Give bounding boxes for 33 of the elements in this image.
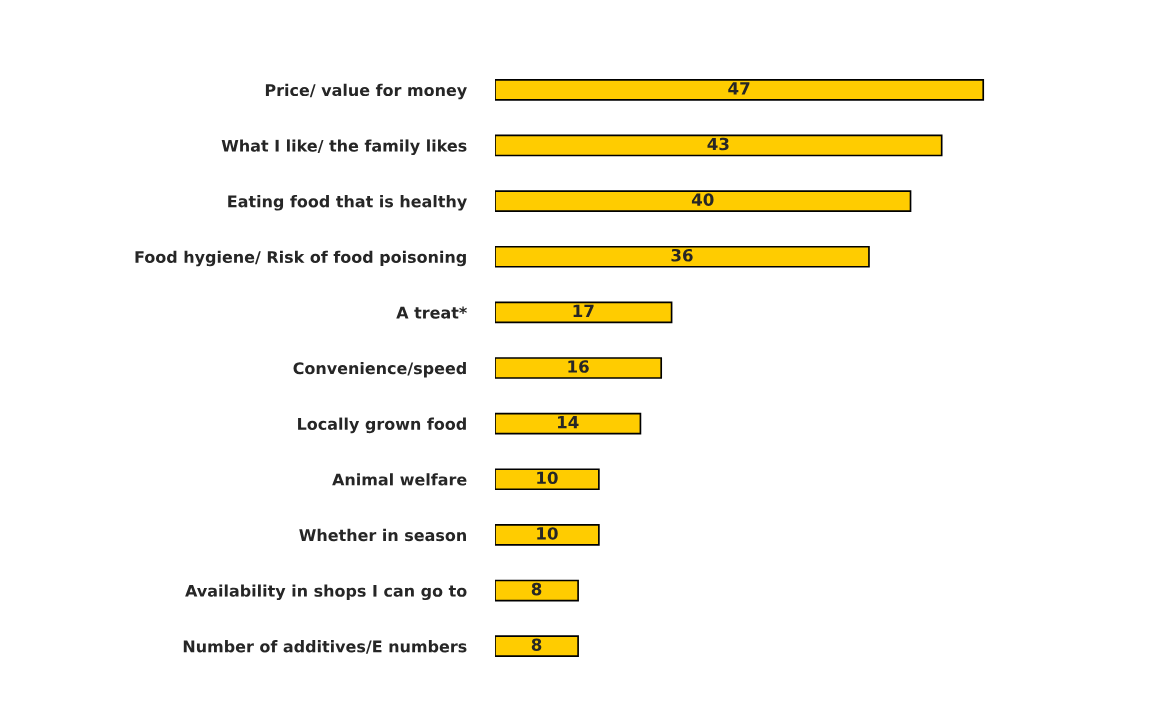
- y-tick-label: Number of additives/E numbers: [183, 640, 467, 654]
- y-tick-label: Animal welfare: [332, 473, 467, 486]
- data-label: 36: [671, 248, 693, 262]
- bar: [495, 78, 985, 101]
- y-tick-label: Whether in season: [299, 528, 466, 542]
- data-label: 43: [707, 137, 729, 151]
- bar: [495, 579, 579, 602]
- data-label: 16: [568, 360, 589, 373]
- bar: [495, 524, 600, 546]
- y-tick-label: Price/ value for money: [265, 83, 467, 100]
- data-label: 10: [537, 471, 558, 485]
- data-label: 10: [537, 527, 558, 540]
- y-tick-label: Locally grown food: [298, 417, 466, 434]
- bar: [495, 635, 579, 658]
- data-label: 8: [531, 582, 542, 596]
- y-tick-label: Food hygiene/ Risk of food poisoning: [135, 250, 466, 267]
- bar: [495, 190, 912, 212]
- data-label: 8: [531, 638, 542, 652]
- y-tick-label: What I like/ the family likes: [221, 139, 467, 155]
- y-tick-label: Availability in shops I can go to: [185, 584, 467, 601]
- bar: [495, 134, 943, 157]
- data-label: 14: [558, 416, 579, 429]
- bar: [495, 245, 870, 268]
- bar: [495, 357, 663, 379]
- bar: [495, 412, 642, 435]
- bar: [495, 468, 600, 491]
- data-label: 40: [691, 193, 714, 206]
- y-tick-label: A treat*: [396, 306, 467, 319]
- y-tick-label: Convenience/speed: [293, 361, 466, 378]
- bar: [495, 301, 673, 324]
- y-tick-label: Eating food that is healthy: [228, 195, 467, 211]
- data-label: 17: [573, 304, 594, 317]
- data-label: 47: [728, 82, 750, 95]
